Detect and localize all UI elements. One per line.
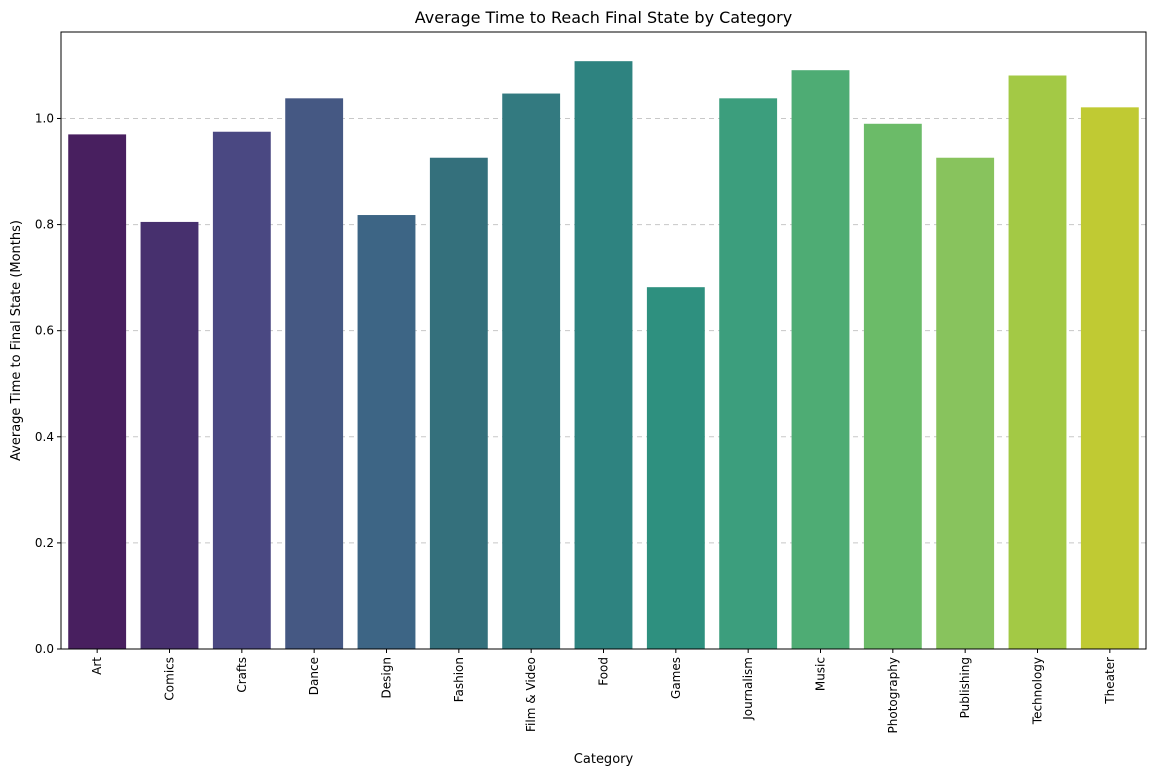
x-tick-label: Art bbox=[90, 657, 104, 675]
bar-technology bbox=[1008, 75, 1067, 650]
y-tick-label: 0.6 bbox=[35, 324, 54, 338]
bar-comics bbox=[140, 221, 199, 649]
x-axis-title: Category bbox=[574, 752, 634, 767]
bar-art bbox=[68, 134, 127, 649]
bars bbox=[68, 61, 1139, 650]
bar-film-video bbox=[502, 93, 561, 650]
x-tick-label: Games bbox=[669, 657, 683, 699]
x-tick-label: Design bbox=[380, 657, 394, 698]
x-tick-label: Crafts bbox=[235, 657, 249, 693]
x-tick-label: Publishing bbox=[958, 657, 972, 718]
y-tick-label: 0.8 bbox=[35, 218, 54, 232]
x-tick-label: Fashion bbox=[452, 657, 466, 702]
bar-music bbox=[791, 70, 850, 650]
bar-games bbox=[646, 287, 705, 649]
x-tick-label: Dance bbox=[307, 657, 321, 695]
x-tick-label: Food bbox=[597, 657, 611, 686]
y-tick-label: 0.4 bbox=[35, 430, 54, 444]
x-tick-label: Comics bbox=[163, 657, 177, 701]
x-tick-label: Journalism bbox=[741, 657, 755, 721]
bar-fashion bbox=[429, 157, 488, 649]
y-tick-label: 1.0 bbox=[35, 111, 54, 125]
bar-theater bbox=[1080, 107, 1139, 650]
x-tick-label: Theater bbox=[1103, 657, 1117, 705]
bar-food bbox=[574, 61, 633, 650]
bar-photography bbox=[863, 123, 922, 649]
bar-crafts bbox=[212, 131, 271, 650]
bar-design bbox=[357, 215, 416, 650]
x-tick-label: Film & Video bbox=[524, 657, 538, 732]
y-tick-label: 0.0 bbox=[35, 642, 54, 656]
x-axis: Art Comics Crafts Dance Design Fashion Film & … bbox=[90, 649, 1117, 733]
y-axis: 0.0 0.2 0.4 0.6 0.8 1.0 bbox=[35, 111, 61, 656]
y-axis-title: Average Time to Final State (Months) bbox=[9, 220, 24, 461]
y-tick-label: 0.2 bbox=[35, 536, 54, 550]
x-tick-label: Technology bbox=[1031, 657, 1045, 725]
x-tick-label: Photography bbox=[886, 657, 900, 733]
chart-title: Average Time to Reach Final State by Cat… bbox=[415, 8, 792, 27]
bar-journalism bbox=[719, 98, 778, 650]
bar-publishing bbox=[936, 157, 995, 649]
bar-dance bbox=[285, 98, 344, 650]
x-tick-label: Music bbox=[814, 657, 828, 691]
